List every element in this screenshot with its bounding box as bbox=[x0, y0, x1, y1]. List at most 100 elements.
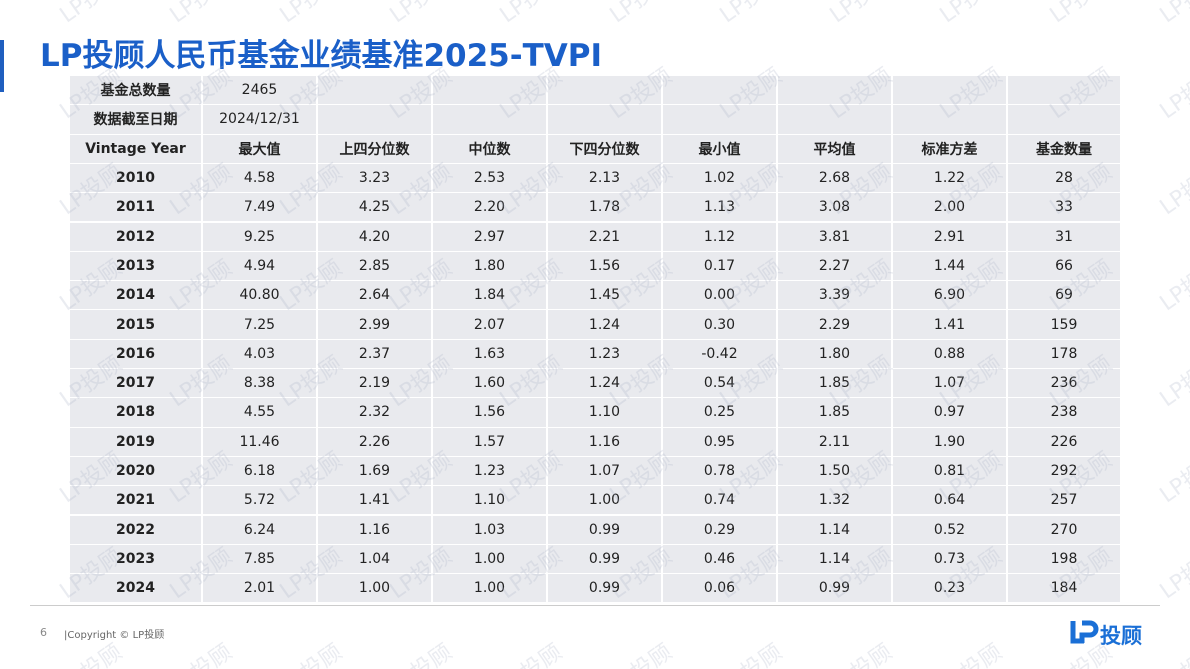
footer-rule bbox=[30, 605, 1160, 606]
data-cell: 0.00 bbox=[663, 281, 778, 311]
year-cell: 2023 bbox=[70, 544, 203, 575]
title: LP投顾人民币基金业绩基准2025-TVPI bbox=[40, 38, 603, 74]
data-cell: 40.80 bbox=[203, 281, 318, 311]
summary-value bbox=[1008, 105, 1122, 135]
header-cell: 平均值 bbox=[778, 134, 893, 164]
watermark: LP投顾 bbox=[602, 635, 677, 669]
data-cell: 2.37 bbox=[318, 339, 433, 369]
summary-value bbox=[893, 76, 1008, 106]
summary-value bbox=[1008, 76, 1122, 106]
header-cell: 下四分位数 bbox=[548, 134, 663, 164]
data-cell: 1.56 bbox=[433, 398, 548, 428]
data-cell: 6.18 bbox=[203, 456, 318, 487]
header-cell: 上四分位数 bbox=[318, 134, 433, 164]
data-cell: 0.64 bbox=[893, 486, 1008, 516]
data-cell: 1.00 bbox=[548, 486, 663, 516]
data-cell: 1.78 bbox=[548, 193, 663, 223]
data-cell: 1.56 bbox=[548, 251, 663, 282]
watermark: LP投顾 bbox=[52, 0, 127, 29]
summary-value bbox=[893, 105, 1008, 135]
accent-bar bbox=[0, 40, 4, 92]
data-cell: 2.07 bbox=[433, 310, 548, 340]
data-cell: 1.02 bbox=[663, 163, 778, 194]
summary-value bbox=[548, 76, 663, 106]
data-cell: 11.46 bbox=[203, 427, 318, 457]
summary-value bbox=[548, 105, 663, 135]
summary-value bbox=[663, 105, 778, 135]
data-cell: 257 bbox=[1008, 486, 1122, 516]
data-cell: 0.54 bbox=[663, 369, 778, 399]
watermark: LP投顾 bbox=[1155, 63, 1190, 125]
data-cell: 0.99 bbox=[548, 574, 663, 604]
data-cell: 2.85 bbox=[318, 251, 433, 282]
summary-value bbox=[433, 105, 548, 135]
year-cell: 2018 bbox=[70, 398, 203, 428]
data-cell: 1.24 bbox=[548, 310, 663, 340]
data-cell: 1.07 bbox=[893, 369, 1008, 399]
page-number: 6 bbox=[40, 626, 47, 639]
data-cell: 1.04 bbox=[318, 544, 433, 575]
data-cell: 1.80 bbox=[778, 339, 893, 369]
data-cell: 1.00 bbox=[433, 574, 548, 604]
data-cell: 292 bbox=[1008, 456, 1122, 487]
summary-value: 2024/12/31 bbox=[203, 105, 318, 135]
data-cell: 1.03 bbox=[433, 515, 548, 545]
data-cell: 1.13 bbox=[663, 193, 778, 223]
summary-value bbox=[663, 76, 778, 106]
data-cell: 1.07 bbox=[548, 456, 663, 487]
data-cell: 1.85 bbox=[778, 398, 893, 428]
summary-value bbox=[318, 76, 433, 106]
data-cell: 2.68 bbox=[778, 163, 893, 194]
year-cell: 2019 bbox=[70, 427, 203, 457]
data-cell: 198 bbox=[1008, 544, 1122, 575]
year-cell: 2024 bbox=[70, 574, 203, 604]
data-cell: 1.63 bbox=[433, 339, 548, 369]
data-cell: 1.57 bbox=[433, 427, 548, 457]
data-cell: 1.23 bbox=[548, 339, 663, 369]
watermark: LP投顾 bbox=[162, 635, 237, 669]
data-cell: 7.25 bbox=[203, 310, 318, 340]
data-cell: 0.73 bbox=[893, 544, 1008, 575]
data-cell: 2.11 bbox=[778, 427, 893, 457]
watermark: LP投顾 bbox=[272, 635, 347, 669]
watermark: LP投顾 bbox=[1042, 0, 1117, 29]
year-cell: 2021 bbox=[70, 486, 203, 516]
header-cell: 最大值 bbox=[203, 134, 318, 164]
summary-value bbox=[318, 105, 433, 135]
data-cell: 1.90 bbox=[893, 427, 1008, 457]
data-cell: 1.41 bbox=[893, 310, 1008, 340]
data-cell: 2.99 bbox=[318, 310, 433, 340]
data-cell: 1.85 bbox=[778, 369, 893, 399]
data-cell: 238 bbox=[1008, 398, 1122, 428]
data-cell: 3.39 bbox=[778, 281, 893, 311]
header-cell: 基金数量 bbox=[1008, 134, 1122, 164]
watermark: LP投顾 bbox=[1155, 351, 1190, 413]
data-cell: 1.69 bbox=[318, 456, 433, 487]
watermark: LP投顾 bbox=[1155, 447, 1190, 509]
data-cell: 31 bbox=[1008, 222, 1122, 252]
data-cell: 1.14 bbox=[778, 544, 893, 575]
header-cell: 标准方差 bbox=[893, 134, 1008, 164]
data-cell: 1.50 bbox=[778, 456, 893, 487]
data-cell: 1.16 bbox=[318, 515, 433, 545]
data-cell: 6.90 bbox=[893, 281, 1008, 311]
summary-value bbox=[778, 76, 893, 106]
data-cell: 0.99 bbox=[778, 574, 893, 604]
logo-text: 投顾 bbox=[1100, 624, 1142, 648]
copyright: |Copyright © LP投顾 bbox=[64, 630, 165, 641]
watermark: LP投顾 bbox=[712, 0, 787, 29]
data-cell: 226 bbox=[1008, 427, 1122, 457]
data-cell: 0.23 bbox=[893, 574, 1008, 604]
data-cell: 7.85 bbox=[203, 544, 318, 575]
summary-label: 基金总数量 bbox=[70, 76, 203, 106]
header-cell: Vintage Year bbox=[70, 134, 203, 164]
header-cell: 最小值 bbox=[663, 134, 778, 164]
data-cell: 1.45 bbox=[548, 281, 663, 311]
data-cell: 2.26 bbox=[318, 427, 433, 457]
data-cell: 236 bbox=[1008, 369, 1122, 399]
data-cell: 1.00 bbox=[318, 574, 433, 604]
watermark: LP投顾 bbox=[822, 635, 897, 669]
logo-icon bbox=[1070, 620, 1099, 644]
year-cell: 2020 bbox=[70, 456, 203, 487]
